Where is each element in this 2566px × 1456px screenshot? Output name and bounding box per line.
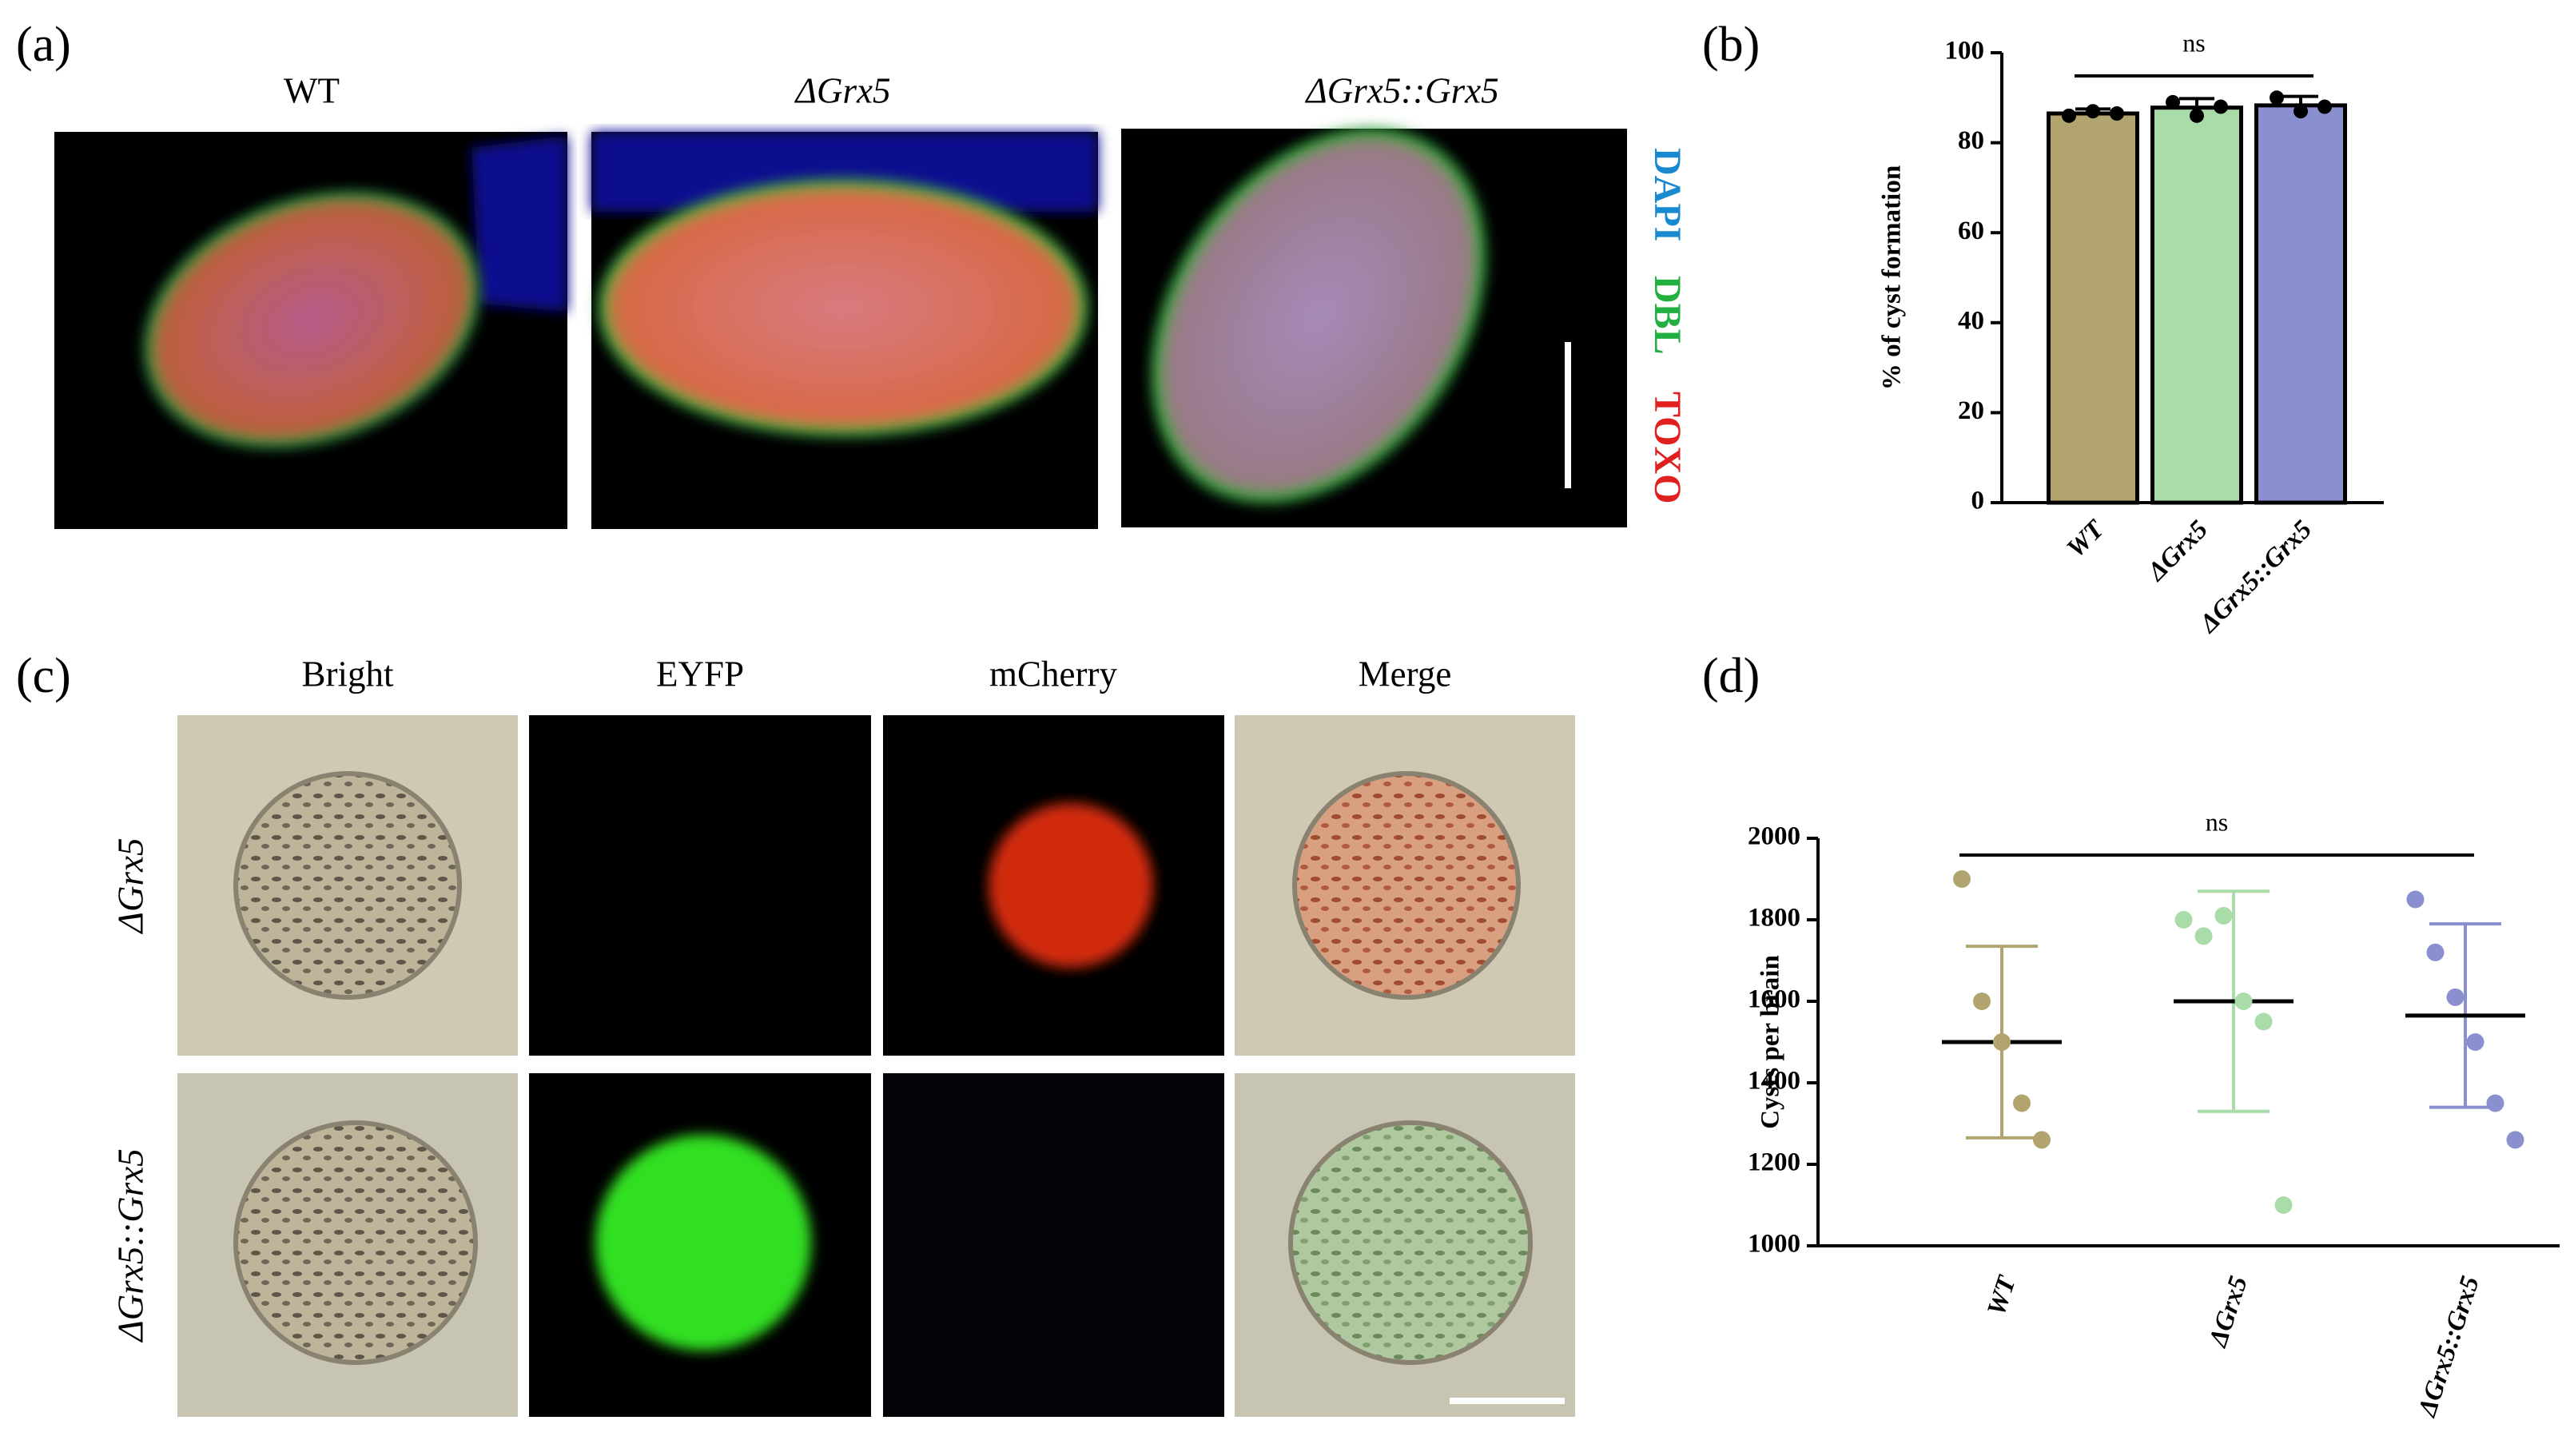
data-point bbox=[2166, 94, 2180, 109]
data-point bbox=[2274, 1196, 2293, 1214]
panel-label: (d) bbox=[1702, 649, 1760, 703]
data-point bbox=[2194, 927, 2213, 945]
y-tick-label: 1200 bbox=[1748, 1148, 1800, 1177]
x-tick-label: ΔGrx5::Grx5 bbox=[2413, 1273, 2485, 1422]
data-point bbox=[2270, 90, 2284, 105]
bar bbox=[2150, 105, 2243, 505]
micrographs-c bbox=[177, 715, 1575, 1417]
micrographs-a bbox=[54, 127, 1627, 529]
data-point bbox=[2506, 1131, 2524, 1149]
data-point bbox=[2234, 993, 2253, 1010]
x-tick-label: ΔGrx5 bbox=[2203, 1273, 2254, 1352]
column-header: Bright bbox=[301, 654, 394, 694]
data-point bbox=[1973, 993, 1991, 1010]
data-point bbox=[2486, 1094, 2504, 1112]
stain-label: TOXO bbox=[1646, 392, 1689, 503]
data-point bbox=[2466, 1033, 2484, 1051]
data-point bbox=[2214, 906, 2233, 925]
significance-label: ns bbox=[2206, 807, 2228, 836]
data-point bbox=[2013, 1094, 2031, 1112]
data-point bbox=[2317, 99, 2332, 114]
data-point bbox=[2033, 1131, 2051, 1149]
y-tick-label: 100 bbox=[1945, 37, 1985, 66]
significance-label: ns bbox=[2182, 28, 2205, 57]
x-tick-label: ΔGrx5 bbox=[2141, 515, 2214, 588]
data-point bbox=[2174, 911, 2193, 929]
data-point bbox=[2062, 108, 2076, 123]
data-point bbox=[2086, 104, 2100, 119]
data-point bbox=[2254, 1012, 2273, 1031]
column-header: Merge bbox=[1359, 654, 1452, 694]
x-tick-label: WT bbox=[2062, 514, 2111, 563]
stain-label: DBL bbox=[1646, 276, 1689, 355]
y-tick-label: 40 bbox=[1958, 306, 1984, 335]
column-header: WT bbox=[284, 70, 340, 110]
y-tick-label: 0 bbox=[1971, 487, 1985, 515]
y-tick-label: 1600 bbox=[1748, 985, 1800, 1014]
data-point bbox=[2426, 943, 2445, 961]
y-tick-label: 20 bbox=[1958, 396, 1984, 425]
data-point bbox=[2446, 988, 2465, 1006]
y-tick-label: 60 bbox=[1958, 217, 1984, 245]
data-point bbox=[2214, 99, 2228, 114]
bar bbox=[2254, 103, 2347, 505]
column-header: EYFP bbox=[656, 654, 744, 694]
data-point bbox=[1953, 870, 1971, 888]
stain-label: DAPI bbox=[1646, 148, 1689, 241]
y-tick-label: 1000 bbox=[1748, 1230, 1800, 1259]
row-header: ΔGrx5 bbox=[110, 838, 150, 935]
column-header: mCherry bbox=[989, 654, 1117, 694]
data-point bbox=[2110, 106, 2124, 121]
y-axis-label: Cysts per brain bbox=[1756, 955, 1785, 1129]
y-tick-label: 80 bbox=[1958, 126, 1984, 155]
x-tick-label: WT bbox=[1982, 1271, 2022, 1319]
data-point bbox=[1993, 1033, 2011, 1051]
data-point bbox=[2190, 108, 2204, 123]
y-axis-label: % of cyst formation bbox=[1878, 165, 1907, 390]
y-tick-label: 2000 bbox=[1748, 822, 1800, 851]
data-point bbox=[2293, 104, 2308, 119]
y-tick-label: 1400 bbox=[1748, 1067, 1800, 1096]
bar bbox=[2047, 111, 2139, 505]
column-header: ΔGrx5 bbox=[794, 70, 891, 110]
panel-label: (b) bbox=[1702, 18, 1760, 72]
column-header: ΔGrx5::Grx5 bbox=[1304, 70, 1498, 110]
data-point bbox=[2406, 890, 2425, 909]
panel-label: (a) bbox=[16, 18, 71, 72]
y-tick-label: 1800 bbox=[1748, 904, 1800, 933]
panel-label: (c) bbox=[16, 649, 71, 703]
stain-legend: DAPI DBL TOXO bbox=[1646, 148, 1689, 503]
row-header: ΔGrx5::Grx5 bbox=[110, 1148, 150, 1343]
